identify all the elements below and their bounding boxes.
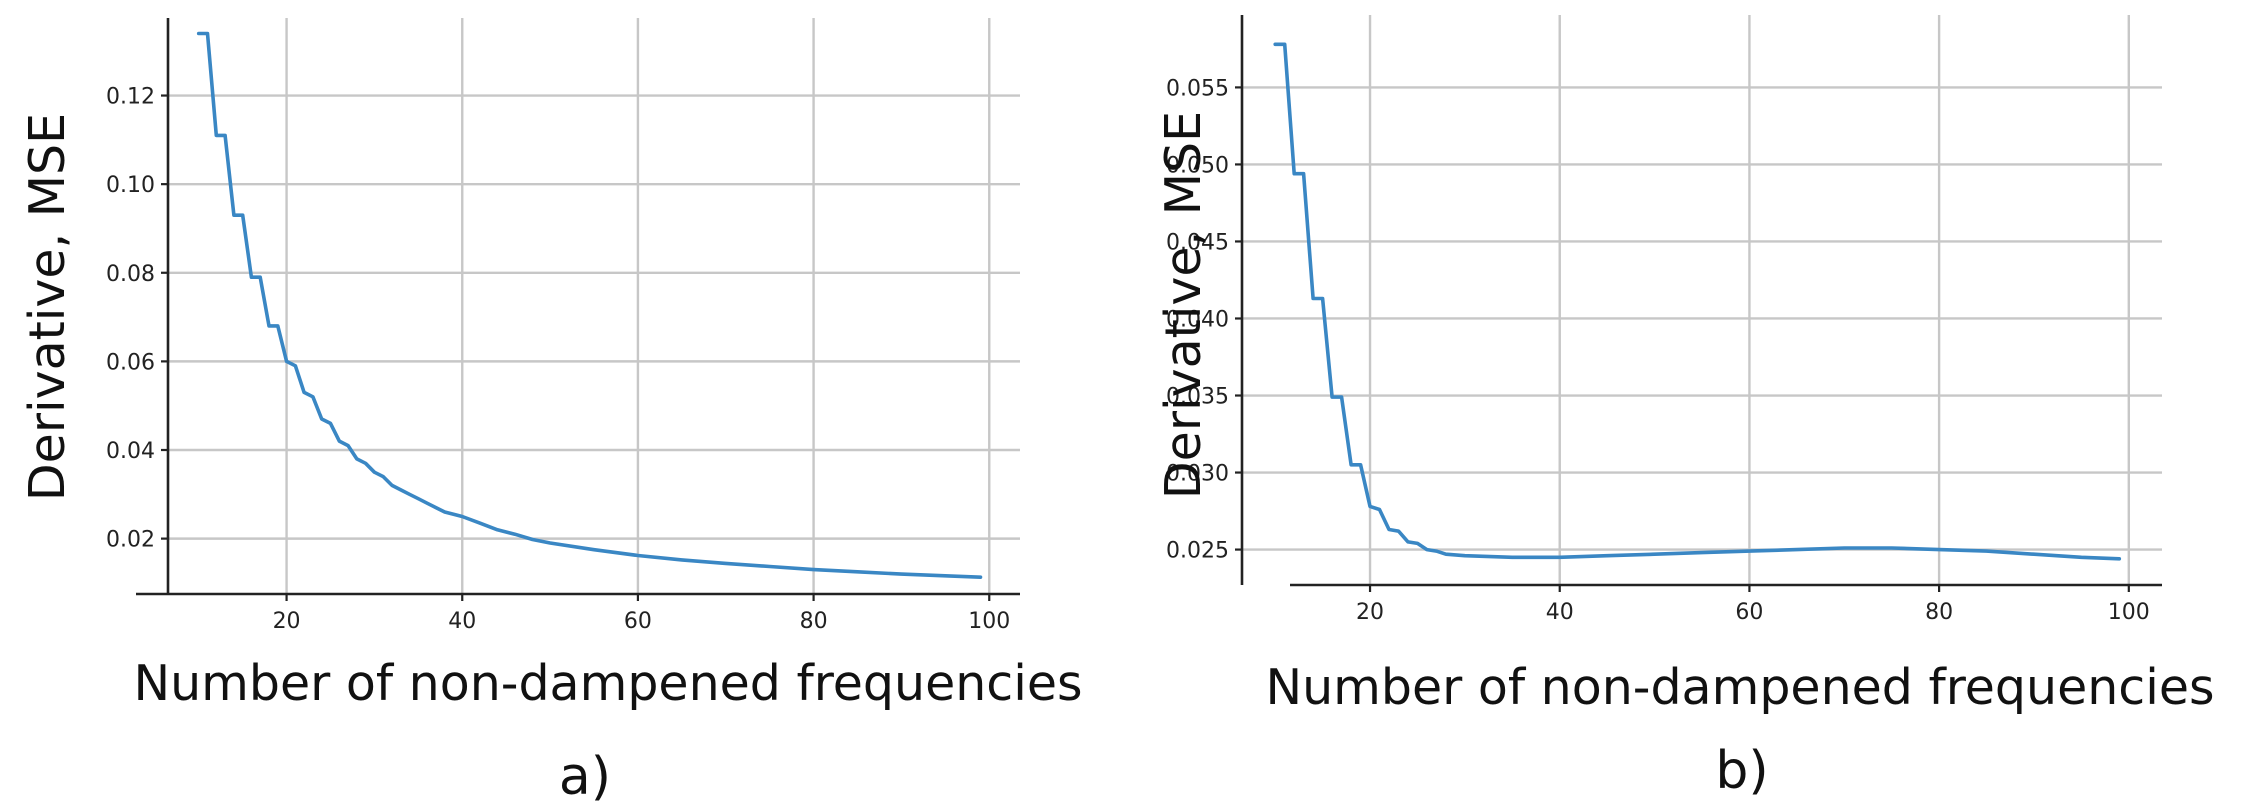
- y-tick-label: 0.04: [106, 439, 155, 464]
- ticks-layer: 20 40 60 80 100 0.02 0.04 0.06 0.08 0.10 0.12: [106, 85, 1010, 634]
- y-axis-label: Derivative, MSE: [19, 113, 76, 501]
- y-tick-label: 0.02: [106, 528, 155, 553]
- y-tick-label: 0.06: [106, 350, 155, 375]
- axes: [1240, 15, 2162, 587]
- y-tick-label: 0.050: [1166, 153, 1229, 178]
- grid: [168, 18, 1020, 594]
- panel-label: a): [559, 747, 611, 807]
- y-tick-label: 0.055: [1166, 76, 1229, 101]
- x-axis-label: Number of non-dampened frequencies: [133, 655, 1082, 712]
- x-axis-label: Number of non-dampened frequencies: [1265, 659, 2214, 716]
- ticks-layer: 20 40 60 80 100 0.025 0.030 0.035 0.040 0.045 0.05…: [1166, 76, 2150, 625]
- y-tick-label: 0.10: [106, 173, 155, 198]
- panel-label: b): [1715, 741, 1768, 801]
- y-tick-label: 0.025: [1166, 539, 1229, 564]
- x-tick-label: 80: [1925, 600, 1953, 625]
- x-tick-label: 60: [624, 609, 652, 634]
- y-axis-label: Derivative, MSE: [1155, 111, 1212, 499]
- panel-b: 20 40 60 80 100 0.025 0.030 0.035 0.040 0.045 0.05…: [1155, 15, 2215, 801]
- series-line: [1273, 42, 2122, 561]
- series-layer: [1273, 42, 2122, 561]
- axes: [136, 18, 1020, 596]
- x-tick-label: 60: [1735, 600, 1763, 625]
- y-tick-label: 0.035: [1166, 385, 1229, 410]
- x-tick-label: 100: [2108, 600, 2150, 625]
- panel-a: 20 40 60 80 100 0.02 0.04 0.06 0.08 0.10 0.12 Numb…: [19, 18, 1083, 807]
- x-tick-label: 40: [1546, 600, 1574, 625]
- x-tick-label: 40: [448, 609, 476, 634]
- y-tick-label: 0.12: [106, 85, 155, 110]
- y-tick-label: 0.08: [106, 262, 155, 287]
- series-line: [196, 31, 983, 580]
- x-tick-label: 20: [273, 609, 301, 634]
- y-tick-label: 0.030: [1166, 462, 1229, 487]
- y-tick-label: 0.040: [1166, 307, 1229, 332]
- grid: [1242, 15, 2162, 585]
- x-tick-label: 100: [968, 609, 1010, 634]
- series-layer: [196, 31, 983, 580]
- y-tick-label: 0.045: [1166, 230, 1229, 255]
- x-tick-label: 80: [800, 609, 828, 634]
- x-tick-label: 20: [1356, 600, 1384, 625]
